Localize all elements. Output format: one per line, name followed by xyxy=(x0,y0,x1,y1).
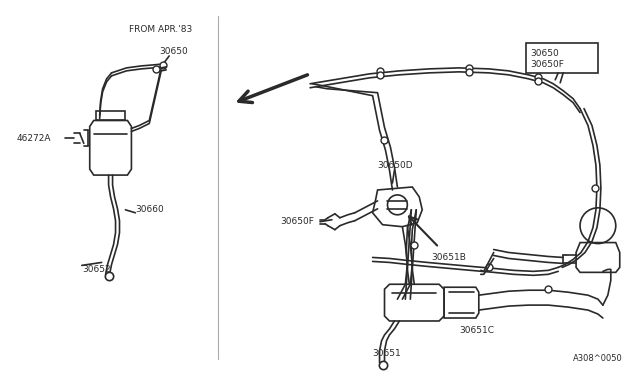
Text: 30651B: 30651B xyxy=(431,253,466,262)
Text: 46272A: 46272A xyxy=(16,134,51,143)
Text: A308^0050: A308^0050 xyxy=(573,354,623,363)
Text: 30650F: 30650F xyxy=(280,217,314,226)
Text: 30651: 30651 xyxy=(372,349,401,358)
Text: 30650: 30650 xyxy=(531,48,559,58)
Text: 30652: 30652 xyxy=(82,265,111,274)
Text: 30650F: 30650F xyxy=(531,60,564,70)
Text: 30660: 30660 xyxy=(136,205,164,214)
Text: 30650: 30650 xyxy=(159,46,188,55)
Text: FROM APR.'83: FROM APR.'83 xyxy=(129,25,193,34)
Text: 30650D: 30650D xyxy=(378,161,413,170)
Text: 30651C: 30651C xyxy=(459,326,494,336)
